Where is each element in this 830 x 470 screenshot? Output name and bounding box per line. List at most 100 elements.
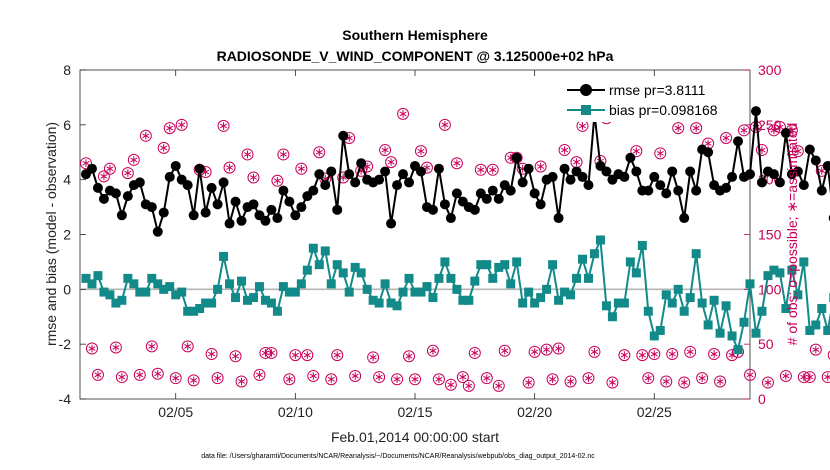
obs-count-marker: [169, 372, 182, 385]
obs-possible-circle: [498, 344, 511, 357]
obs-assimilated-asterisk: [118, 374, 126, 380]
bias-point: [476, 260, 486, 270]
y-tick-label: 4: [63, 172, 71, 188]
rmse-point: [200, 207, 211, 218]
obs-assimilated-asterisk: [94, 372, 102, 378]
bias-point: [482, 260, 492, 270]
obs-assimilated-asterisk: [327, 376, 335, 382]
bias-point: [715, 328, 725, 338]
obs-possible-circle: [522, 376, 535, 389]
rmse-point: [439, 199, 450, 210]
obs-assimilated-asterisk: [698, 375, 706, 381]
obs-possible-circle: [157, 141, 170, 154]
bias-point: [99, 287, 109, 297]
bias-point: [404, 273, 414, 283]
obs-possible-circle: [426, 344, 439, 357]
obs-possible-circle: [660, 375, 673, 388]
bias-point: [117, 295, 127, 305]
obs-count-marker: [809, 343, 822, 356]
obs-assimilated-asterisk: [632, 148, 640, 154]
obs-count-marker: [277, 148, 290, 161]
bias-point: [673, 284, 683, 294]
obs-possible-circle: [373, 371, 386, 384]
obs-assimilated-asterisk: [351, 373, 359, 379]
bias-point: [709, 295, 719, 305]
obs-possible-circle: [121, 167, 134, 180]
rmse-point: [314, 169, 325, 180]
bias-point: [338, 268, 348, 278]
obs-possible-circle: [187, 374, 200, 387]
obs-possible-circle: [666, 348, 679, 361]
bias-point: [416, 287, 426, 297]
bias-point: [691, 249, 701, 259]
obs-assimilated-asterisk: [453, 160, 461, 166]
bias-point: [733, 345, 743, 355]
obs-count-marker: [432, 373, 445, 386]
obs-count-marker: [367, 351, 380, 364]
bias-point: [625, 257, 635, 267]
obs-count-marker: [109, 341, 122, 354]
rmse-point: [649, 171, 660, 182]
obs-assimilated-asterisk: [471, 350, 479, 356]
obs-possible-circle: [791, 145, 804, 158]
rmse-point: [804, 144, 815, 155]
rmse-point: [230, 196, 241, 207]
rmse-point: [116, 210, 127, 221]
obs-count-marker: [486, 163, 499, 176]
obs-possible-circle: [827, 350, 830, 360]
bias-point: [464, 295, 474, 305]
obs-assimilated-asterisk: [555, 346, 563, 351]
rmse-point: [667, 166, 678, 177]
y2-tick-label: 300: [758, 62, 782, 78]
obs-count-marker: [498, 344, 511, 357]
bias-point: [320, 246, 330, 256]
rmse-point: [679, 213, 690, 224]
rmse-point: [727, 171, 738, 182]
bias-series: [81, 235, 830, 355]
bias-point: [530, 298, 540, 308]
obs-possible-circle: [492, 379, 505, 392]
obs-assimilated-asterisk: [788, 127, 796, 133]
rmse-point: [547, 171, 558, 182]
rmse-point: [487, 185, 498, 196]
rmse-point: [182, 180, 193, 191]
bias-point: [619, 298, 629, 308]
bias-point: [237, 276, 247, 286]
plot-frame: [79, 69, 751, 400]
obs-possible-circle: [349, 369, 362, 382]
y2-tick-label: 0: [758, 391, 766, 407]
legend-bias-marker: [581, 105, 591, 115]
rmse-point: [631, 166, 642, 177]
rmse-point: [110, 188, 121, 199]
bias-point: [225, 279, 235, 289]
rmse-point: [188, 210, 199, 221]
rmse-point: [673, 185, 684, 196]
rmse-point: [356, 158, 367, 169]
bias-point: [123, 273, 133, 283]
obs-possible-circle: [241, 148, 254, 161]
obs-possible-circle: [205, 348, 218, 361]
obs-assimilated-asterisk: [525, 380, 533, 385]
bias-point: [560, 287, 570, 297]
obs-possible-circle: [409, 373, 421, 386]
obs-possible-circle: [642, 372, 655, 385]
obs-possible-circle: [803, 371, 816, 384]
rmse-point: [290, 210, 301, 221]
obs-count-marker: [301, 349, 314, 362]
rmse-point: [296, 202, 307, 213]
obs-possible-circle: [79, 157, 92, 170]
obs-assimilated-asterisk: [531, 349, 539, 355]
obs-assimilated-asterisk: [100, 174, 108, 179]
obs-count-marker: [121, 167, 134, 180]
bias-point: [452, 284, 462, 294]
obs-count-marker: [552, 342, 565, 355]
obs-assimilated-asterisk: [543, 347, 551, 352]
obs-count-marker: [289, 349, 302, 362]
bias-point: [446, 273, 456, 283]
obs-count-marker: [325, 373, 338, 386]
obs-possible-circle: [289, 349, 302, 362]
obs-possible-circle: [648, 348, 661, 361]
obs-count-marker: [540, 343, 553, 356]
obs-assimilated-asterisk: [279, 152, 287, 157]
obs-count-marker: [133, 368, 146, 381]
